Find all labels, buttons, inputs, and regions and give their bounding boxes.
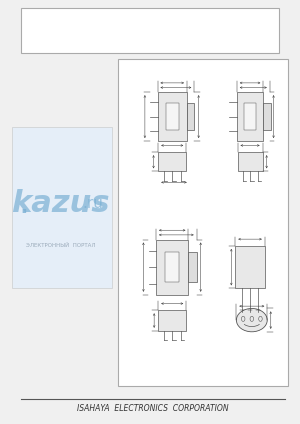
Bar: [238, 152, 262, 171]
Bar: [263, 103, 271, 130]
Text: .ru: .ru: [82, 196, 103, 211]
Bar: [166, 103, 179, 130]
Bar: [165, 252, 179, 282]
Bar: [188, 252, 196, 282]
Bar: [156, 240, 188, 295]
Text: .: .: [19, 187, 29, 220]
Ellipse shape: [236, 309, 267, 332]
Bar: [158, 152, 186, 171]
Bar: [158, 310, 186, 331]
Text: kazus: kazus: [11, 189, 110, 218]
Bar: [118, 59, 288, 386]
Bar: [244, 103, 256, 130]
Bar: [187, 103, 194, 130]
Bar: [237, 92, 263, 141]
Text: ЭЛЕКТРОННЫЙ  ПОРТАЛ: ЭЛЕКТРОННЫЙ ПОРТАЛ: [26, 243, 95, 248]
Bar: [21, 8, 279, 53]
Bar: [236, 246, 265, 288]
Bar: [12, 127, 112, 288]
Bar: [158, 92, 187, 141]
Text: ISAHAYA  ELECTRONICS  CORPORATION: ISAHAYA ELECTRONICS CORPORATION: [77, 404, 229, 413]
